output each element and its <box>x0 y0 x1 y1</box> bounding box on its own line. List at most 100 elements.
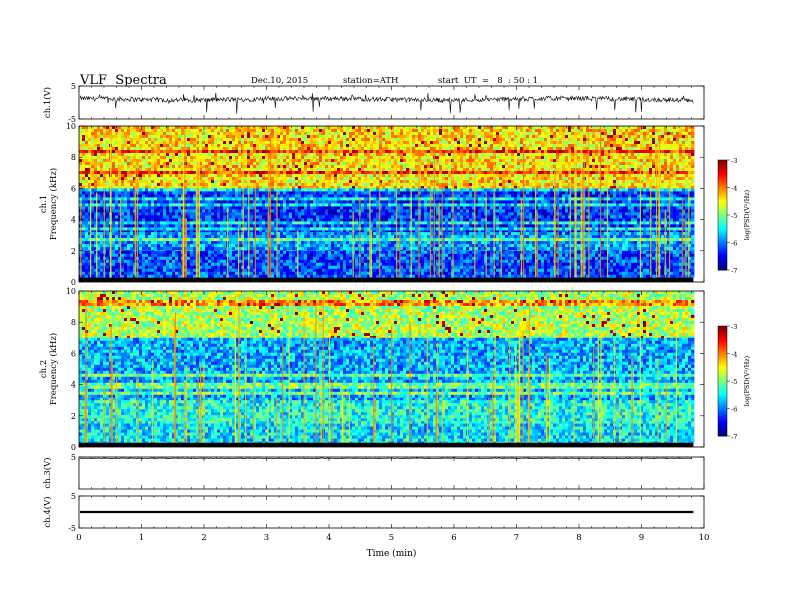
spectrogram-cell <box>505 165 508 168</box>
spectrogram-cell <box>541 144 544 147</box>
spectrogram-cell <box>646 177 649 180</box>
spectrogram-cell <box>505 171 508 174</box>
spectrogram-cell <box>604 135 607 138</box>
y-tick-label: 5 <box>71 82 76 91</box>
spectrogram-cell <box>490 150 493 153</box>
spectrogram-cell <box>175 156 178 159</box>
spectrogram-cell <box>130 168 133 171</box>
spectrogram-cell <box>484 177 487 180</box>
spectrogram-cell <box>559 138 562 141</box>
spectrogram-cell <box>658 132 661 135</box>
spectrogram-cell <box>412 126 415 129</box>
spectrogram-cell <box>91 159 94 162</box>
spectrogram-cell <box>616 132 619 135</box>
spectrogram-cell <box>442 135 445 138</box>
spectrogram-cell <box>682 174 685 177</box>
spectrogram-cell <box>163 135 166 138</box>
spectrogram-cell <box>106 162 109 165</box>
spectrogram-cell <box>535 147 538 150</box>
spectrogram-cell <box>619 174 622 177</box>
spectrogram-cell <box>352 159 355 162</box>
spectrogram-cell <box>595 129 598 132</box>
spectrogram-cell <box>445 162 448 165</box>
spectrogram-cell <box>151 171 154 174</box>
spectrogram-cell <box>85 135 88 138</box>
spectrogram-cell <box>385 132 388 135</box>
spectrogram-cell <box>421 153 424 156</box>
spectrogram-cell <box>463 159 466 162</box>
spectrogram-cell <box>685 132 688 135</box>
spectrogram-cell <box>622 162 625 165</box>
spectrogram-cell <box>397 153 400 156</box>
spectrogram-cell <box>163 147 166 150</box>
spectrogram-cell <box>292 162 295 165</box>
spectrogram-cell <box>319 168 322 171</box>
spectrogram-cell <box>334 144 337 147</box>
spectrogram-cell <box>235 129 238 132</box>
spectrogram-cell <box>670 141 673 144</box>
spectrogram-cell <box>289 177 292 180</box>
spectrogram-cell <box>469 171 472 174</box>
spectrogram-cell <box>292 174 295 177</box>
spectrogram-cell <box>310 138 313 141</box>
spectrogram-cell <box>418 135 421 138</box>
spectrogram-cell <box>244 177 247 180</box>
spectrogram-cell <box>253 126 256 129</box>
spectrogram-cell <box>439 177 442 180</box>
spectrogram-cell <box>310 150 313 153</box>
spectrogram-cell <box>676 144 679 147</box>
spectrogram-cell <box>295 159 298 162</box>
spectrogram-cell <box>85 150 88 153</box>
spectrogram-cell <box>511 132 514 135</box>
spectrogram-cell <box>187 147 190 150</box>
spectrogram-cell <box>613 159 616 162</box>
spectrogram-cell <box>97 153 100 156</box>
spectrogram-cell <box>556 129 559 132</box>
spectrogram-cell <box>100 174 103 177</box>
spectrogram-cell <box>526 162 529 165</box>
spectrogram-cell <box>313 141 316 144</box>
spectrogram-cell <box>406 156 409 159</box>
spectrogram-cell <box>385 141 388 144</box>
spectrogram-cell <box>229 144 232 147</box>
spectrogram-cell <box>313 174 316 177</box>
spectrogram-cell <box>652 138 655 141</box>
spectrogram-cell <box>547 162 550 165</box>
spectrogram-cell <box>322 159 325 162</box>
spectrogram-cell <box>142 150 145 153</box>
spectrogram-cell <box>394 129 397 132</box>
spectrogram-cell <box>145 168 148 171</box>
spectrogram-cell <box>79 147 82 150</box>
spectrogram-cell <box>511 177 514 180</box>
spectrogram-cell <box>220 177 223 180</box>
spectrogram-cell <box>487 138 490 141</box>
spectrogram-cell <box>127 138 130 141</box>
spectrogram-cell <box>202 162 205 165</box>
spectrogram-cell <box>226 132 229 135</box>
spectrogram-cell <box>640 156 643 159</box>
spectrogram-cell <box>160 159 163 162</box>
spectrogram-cell <box>460 147 463 150</box>
spectrogram-cell <box>421 147 424 150</box>
spectrogram-cell <box>517 168 520 171</box>
spectrogram-cell <box>643 147 646 150</box>
spectrogram-cell <box>454 132 457 135</box>
spectrogram-cell <box>85 174 88 177</box>
spectrogram-cell <box>373 144 376 147</box>
spectrogram-cell <box>559 156 562 159</box>
spectrogram-cell <box>457 135 460 138</box>
spectrogram-cell <box>172 141 175 144</box>
spectrogram-cell <box>454 141 457 144</box>
spectrogram-cell <box>256 147 259 150</box>
spectrogram-cell <box>553 150 556 153</box>
spectrogram-cell <box>187 144 190 147</box>
spectrogram-cell <box>427 147 430 150</box>
spectrogram-cell <box>358 156 361 159</box>
spectrogram-cell <box>256 132 259 135</box>
spectrogram-cell <box>583 126 586 129</box>
spectrogram-cell <box>514 150 517 153</box>
spectrogram-cell <box>532 153 535 156</box>
spectrogram-cell <box>166 135 169 138</box>
spectrogram-cell <box>115 171 118 174</box>
spectrogram-cell <box>286 171 289 174</box>
